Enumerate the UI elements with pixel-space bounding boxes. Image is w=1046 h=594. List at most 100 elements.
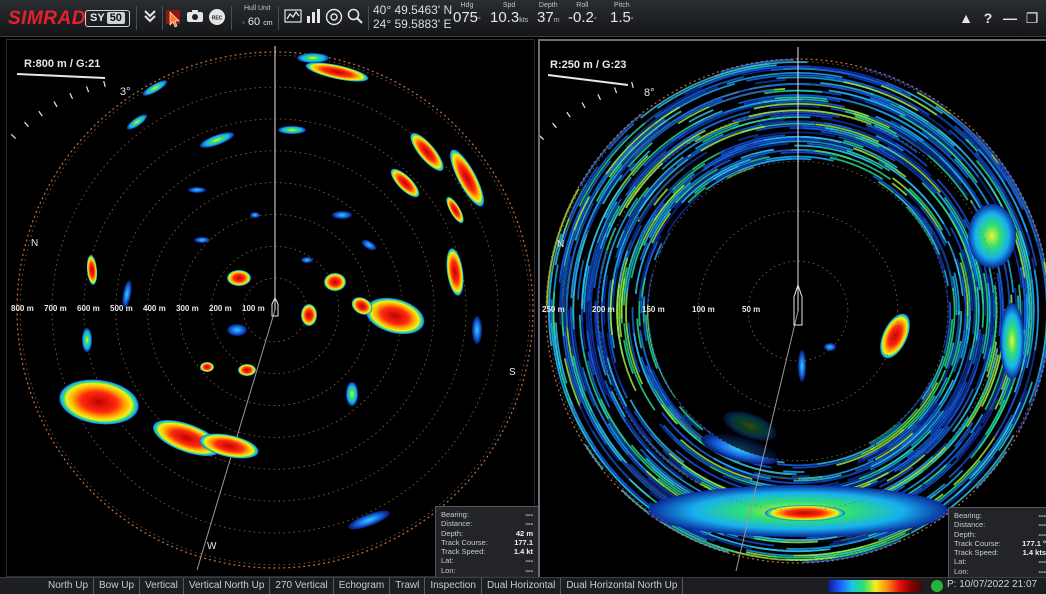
camera-icon[interactable]: [185, 8, 205, 28]
mode-button[interactable]: 270 Vertical: [270, 578, 333, 594]
target-icon[interactable]: [324, 8, 344, 28]
echo-blob: [278, 126, 306, 134]
tilt-tick: [87, 86, 89, 92]
tilt-tick: [582, 103, 585, 108]
compass-w-label: W: [207, 541, 216, 552]
distance-label: Distance:: [441, 519, 472, 528]
mode-button[interactable]: Echogram: [334, 578, 391, 594]
help-icon[interactable]: ?: [980, 9, 996, 27]
bar-chart-icon[interactable]: [304, 8, 324, 28]
echo-blob: [238, 364, 256, 376]
window-icon[interactable]: ❐: [1024, 9, 1040, 27]
track-speed-label: Track Speed:: [441, 547, 485, 556]
range-ring-label: 100 m: [692, 305, 715, 314]
echo-blob: [227, 270, 251, 286]
record-icon[interactable]: REC: [207, 8, 227, 28]
hull-unit-number: 60: [248, 16, 260, 28]
echo-blob: [188, 187, 206, 193]
echo-blob: [1000, 303, 1024, 379]
mode-button[interactable]: Dual Horizontal North Up: [561, 578, 683, 594]
mode-button[interactable]: Dual Horizontal: [482, 578, 561, 594]
echo-blob: [125, 112, 149, 132]
alarm-icon[interactable]: ▲: [958, 9, 974, 27]
lon-label: Lon:: [954, 567, 969, 576]
mode-button[interactable]: Vertical: [140, 578, 184, 594]
lat-label: Lat:: [954, 557, 967, 566]
cursor-icon[interactable]: [163, 8, 183, 28]
hull-unit-label: Hull Unit: [244, 5, 270, 12]
echo-blob: [360, 238, 378, 253]
range-ring-label: 250 m: [542, 305, 565, 314]
tilt-tick: [567, 112, 570, 117]
roll-unit: °: [594, 17, 597, 24]
depth-label: Depth:: [954, 530, 976, 539]
depth-label: Depth: [537, 2, 560, 9]
echo-blob: [301, 257, 313, 263]
distance-value: ---: [526, 519, 534, 528]
status-datetime: P: 10/07/2022 21:07: [947, 579, 1037, 590]
track-speed-value: 1.4 kt: [514, 547, 533, 556]
bearing-value: ---: [526, 510, 534, 519]
signal-icon[interactable]: [283, 8, 303, 28]
model-prefix: SY: [90, 12, 105, 24]
depth-label: Depth:: [441, 529, 463, 538]
echo-streak: [764, 91, 822, 94]
toolbar-divider: [368, 6, 369, 30]
chevrons-down-icon[interactable]: [140, 8, 160, 28]
toolbar-divider: [278, 6, 279, 30]
track-course-value: 177.1: [514, 538, 533, 547]
bearing-label: Bearing:: [441, 510, 469, 519]
echo-streak: [585, 445, 603, 470]
pitch-cell: Pitch 1.5°: [610, 2, 634, 27]
echo-blob: [56, 375, 141, 430]
tilt-tick: [615, 87, 617, 93]
range-ring-label: 50 m: [742, 305, 760, 314]
echo-streak: [770, 106, 820, 108]
lon-value: ---: [526, 566, 534, 575]
bearing-value: ---: [1039, 511, 1046, 520]
minimize-icon[interactable]: —: [1002, 9, 1018, 27]
track-course-value: 177.1 °: [1022, 539, 1046, 548]
mode-button[interactable]: Trawl: [390, 578, 425, 594]
search-icon[interactable]: [345, 8, 365, 28]
mode-button[interactable]: North Up: [43, 578, 94, 594]
echo-color-scale: [828, 580, 923, 592]
pitch-unit: °: [631, 17, 634, 24]
echo-blob: [968, 204, 1016, 268]
depth-cell: Depth 37m: [537, 2, 560, 27]
echo-blob: [798, 350, 806, 382]
range-gain-label[interactable]: R:800 m / G:21: [24, 58, 100, 70]
tilt-tick: [104, 81, 106, 87]
echo-blob: [332, 211, 352, 219]
distance-label: Distance:: [954, 520, 985, 529]
roll-cell: Roll -0.2°: [568, 2, 597, 27]
tilt-tick: [54, 102, 57, 107]
mode-button[interactable]: Bow Up: [94, 578, 140, 594]
echo-blob: [444, 247, 467, 297]
hull-unit-value[interactable]: ◦ 60 cm: [242, 16, 273, 28]
range-ring-label: 800 m: [11, 304, 34, 313]
tilt-tick: [632, 82, 634, 88]
mode-button[interactable]: Inspection: [425, 578, 482, 594]
echo-blob: [82, 328, 92, 352]
range-ring-label: 400 m: [143, 304, 166, 313]
lat-value: ---: [1039, 557, 1046, 566]
window-controls: ▲ ? — ❐: [958, 9, 1040, 27]
echo-blob: [346, 507, 391, 533]
range-ring-label: 150 m: [642, 305, 665, 314]
range-gain-underline: [17, 74, 105, 78]
range-gain-label[interactable]: R:250 m / G:23: [550, 59, 626, 71]
echo-blob: [227, 324, 247, 336]
lon-value: ---: [1039, 567, 1046, 576]
echo-blob: [405, 128, 448, 175]
sonar-display-right[interactable]: [540, 41, 1046, 577]
mode-button[interactable]: Vertical North Up: [184, 578, 271, 594]
echo-blob: [194, 237, 210, 243]
echo-streak: [777, 464, 817, 465]
depth-value: 37: [537, 9, 554, 26]
range-ring-label: 100 m: [242, 304, 265, 313]
roll-value: -0.2: [568, 9, 594, 26]
